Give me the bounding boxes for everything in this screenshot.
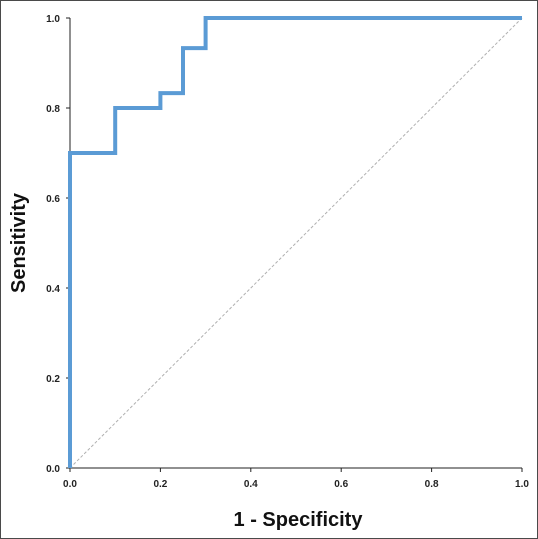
y-tick-label: 0.2 — [46, 374, 60, 385]
x-tick-label: 0.2 — [153, 479, 167, 490]
x-axis-title: 1 - Specificity — [234, 509, 364, 531]
x-tick-label: 0.6 — [334, 479, 348, 490]
x-tick-label: 1.0 — [515, 479, 529, 490]
y-tick-label: 0.4 — [46, 284, 60, 295]
reference-diagonal-line — [69, 17, 523, 469]
y-tick-label: 1.0 — [46, 14, 60, 25]
y-tick-label: 0.0 — [46, 464, 60, 475]
ticks: 0.0 0.2 0.4 0.6 0.8 1.0 0.0 0.2 0.4 0.6 0.8 1.0 — [46, 14, 529, 490]
x-tick-label: 0.8 — [425, 479, 439, 490]
y-axis-title: Sensitivity — [8, 192, 30, 293]
series-layer — [68, 16, 523, 469]
y-tick-label: 0.8 — [46, 104, 60, 115]
x-tick-label: 0.4 — [244, 479, 258, 490]
roc-curve-line — [68, 16, 522, 468]
y-tick-label: 0.6 — [46, 194, 60, 205]
x-tick-label: 0.0 — [63, 479, 77, 490]
